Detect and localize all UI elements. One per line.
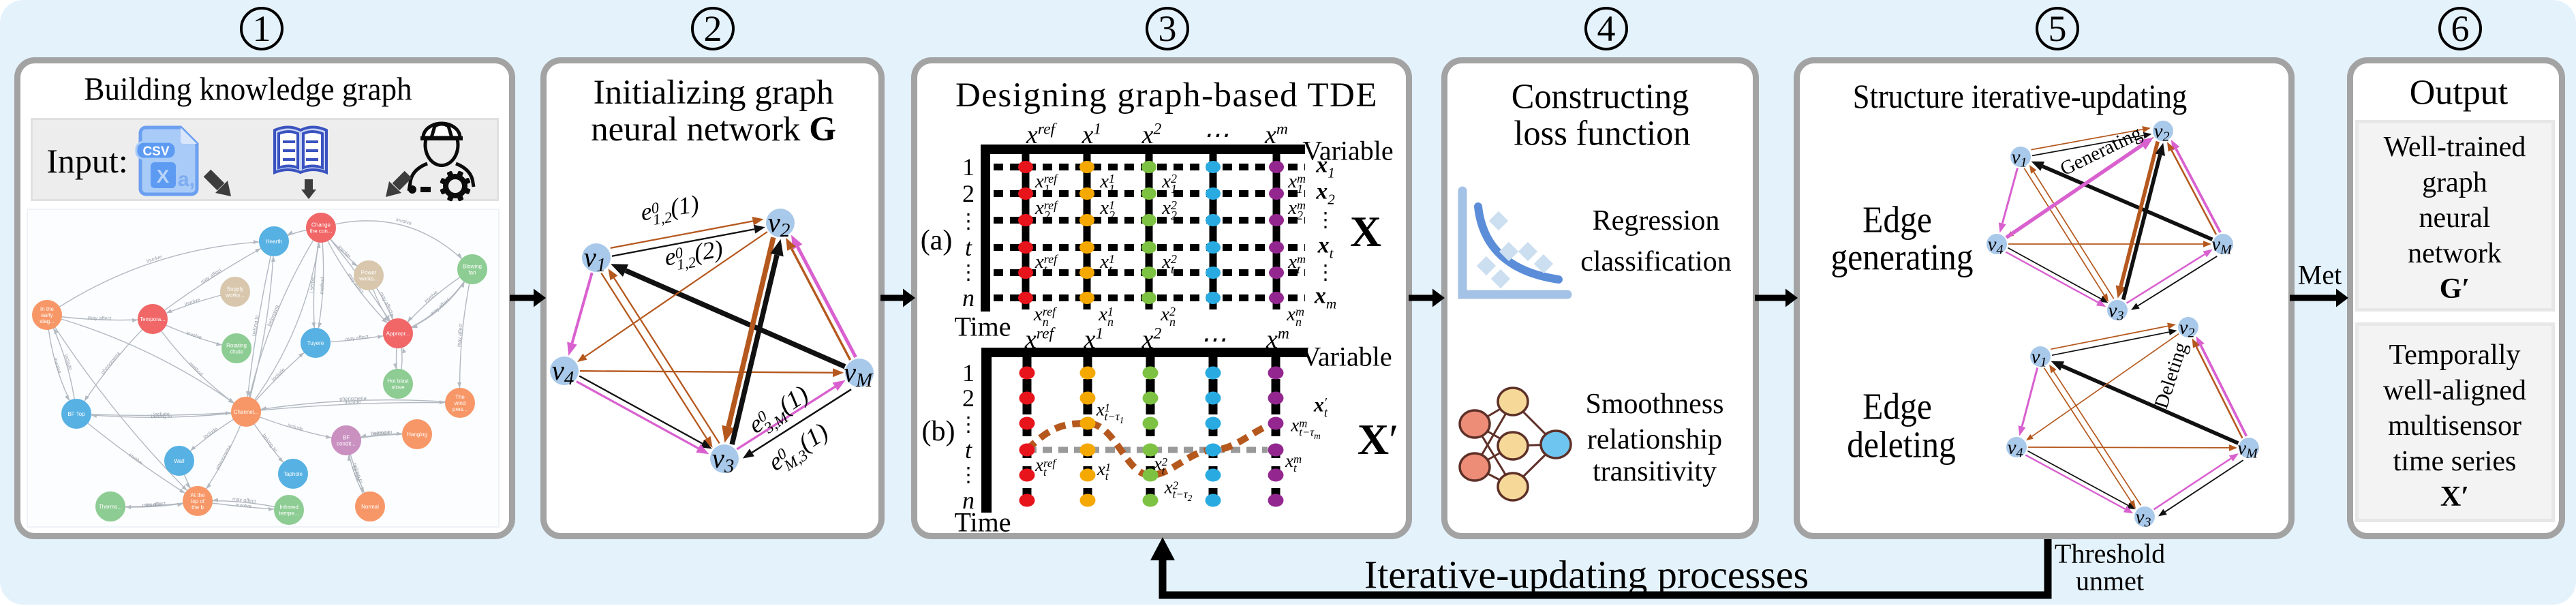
svg-text:v1: v1 — [584, 241, 607, 276]
svg-text:may affect: may affect — [232, 496, 257, 504]
svg-text:v4: v4 — [552, 354, 574, 389]
svg-text:tempe...: tempe... — [279, 511, 299, 517]
svg-text:belong to: belong to — [151, 413, 172, 420]
svg-text:Taphole: Taphole — [283, 471, 303, 477]
svg-text:may affect: may affect — [345, 333, 369, 342]
svg-text:Wall: Wall — [174, 458, 184, 464]
svg-text:stag...: stag... — [40, 318, 55, 324]
svg-text:chute: chute — [230, 349, 243, 355]
svg-text:fan: fan — [468, 270, 476, 276]
svg-text:involve: involve — [235, 502, 251, 509]
svg-text:method: method — [318, 277, 325, 294]
svg-text:works...: works... — [358, 276, 378, 282]
svg-text:Blowing: Blowing — [463, 264, 482, 270]
svg-text:top of: top of — [191, 498, 205, 504]
svg-text:the b: the b — [191, 504, 204, 511]
svg-text:pres...: pres... — [453, 406, 467, 412]
svg-text:works...: works... — [225, 292, 245, 299]
svg-text:In the: In the — [40, 306, 55, 312]
svg-text:Hearth: Hearth — [266, 239, 282, 245]
svg-text:Infrared: Infrared — [279, 504, 298, 511]
svg-text:may affect: may affect — [142, 500, 166, 508]
svg-text:Power: Power — [361, 270, 377, 276]
svg-text:X: X — [157, 166, 170, 187]
svg-text:Thermo...: Thermo... — [99, 504, 122, 510]
svg-text:the con...: the con... — [310, 228, 333, 234]
svg-text:v3: v3 — [712, 442, 735, 477]
svg-text:a,: a, — [178, 168, 195, 191]
svg-text:Rotating: Rotating — [226, 343, 247, 349]
svg-text:Channel...: Channel... — [234, 409, 258, 415]
svg-text:Deleting: Deleting — [2150, 339, 2192, 411]
svg-text:BF: BF — [343, 435, 350, 441]
svg-text:Tempora...: Tempora... — [140, 316, 166, 322]
svg-text:The: The — [455, 394, 465, 400]
svg-text:Supply: Supply — [227, 286, 243, 292]
svg-text:Normal: Normal — [361, 504, 379, 510]
svg-text:belong to: belong to — [371, 429, 393, 437]
svg-text:early: early — [41, 312, 52, 318]
svg-text:Hot blast: Hot blast — [387, 378, 409, 384]
svg-text:condit...: condit... — [337, 441, 356, 447]
svg-text:stove: stove — [391, 384, 405, 391]
svg-text:BF Top: BF Top — [67, 411, 85, 417]
svg-text:include: include — [345, 399, 361, 406]
svg-text:Change: Change — [311, 222, 331, 228]
svg-text:include: include — [373, 429, 390, 437]
svg-text:phenomena: phenomena — [339, 395, 367, 402]
svg-text:Appropr...: Appropr... — [386, 331, 410, 337]
svg-text:include: include — [153, 411, 170, 417]
svg-text:Tuyere: Tuyere — [307, 340, 324, 346]
svg-text:At the: At the — [191, 492, 205, 498]
svg-text:may affect: may affect — [88, 314, 112, 321]
svg-text:CSV: CSV — [142, 145, 169, 159]
svg-text:involve: involve — [146, 501, 162, 509]
svg-text:wind: wind — [454, 400, 465, 406]
svg-text:Hanging: Hanging — [407, 431, 427, 438]
svg-text:may affect: may affect — [456, 322, 464, 347]
svg-text:I sense: I sense — [308, 277, 315, 294]
